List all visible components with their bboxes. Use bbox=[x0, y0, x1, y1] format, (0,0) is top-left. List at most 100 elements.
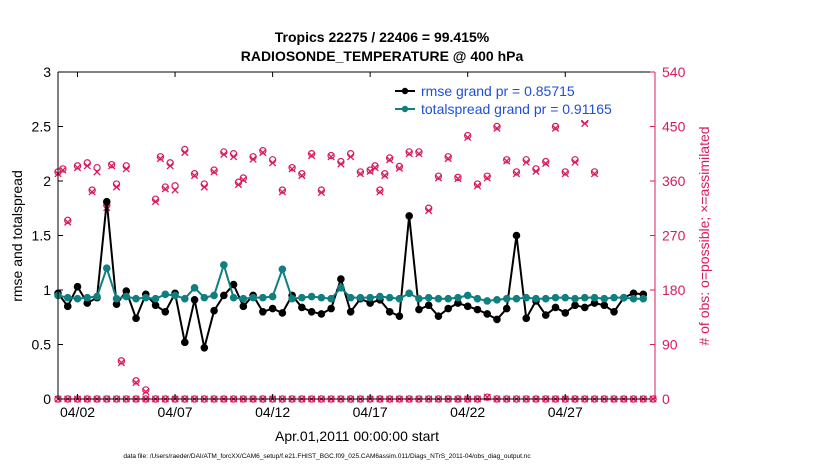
obs-possible-point bbox=[561, 168, 569, 176]
obs-assimilated-point bbox=[142, 388, 150, 396]
rmse-point bbox=[395, 312, 404, 320]
obs-assimilated-point bbox=[551, 124, 560, 132]
obs-possible-point bbox=[434, 172, 443, 180]
y-tick-label: 1.5 bbox=[32, 228, 52, 244]
y2-tick-label: 180 bbox=[662, 282, 686, 298]
totalspread-point bbox=[405, 289, 413, 298]
obs-possible-point bbox=[444, 153, 452, 161]
rmse-point bbox=[346, 308, 355, 316]
y-tick-label: 2 bbox=[43, 173, 51, 189]
obs-possible-point bbox=[88, 186, 96, 194]
totalspread-point bbox=[288, 294, 296, 303]
obs-possible-point bbox=[93, 163, 101, 172]
obs-assimilated-cross-b bbox=[93, 168, 101, 176]
rmse-point bbox=[463, 302, 472, 311]
obs-assimilated-point bbox=[356, 170, 365, 178]
totalspread-point bbox=[551, 293, 560, 302]
totalspread-point bbox=[239, 294, 248, 303]
totalspread-point bbox=[141, 293, 150, 302]
totalspread-point bbox=[337, 284, 345, 292]
rmse-point bbox=[190, 296, 199, 304]
obs-assimilated-cross-b bbox=[151, 197, 160, 206]
totalspread-point bbox=[580, 293, 589, 302]
obs-assimilated-point bbox=[210, 168, 218, 176]
obs-assimilated-point bbox=[122, 165, 130, 173]
obs-assimilated-point bbox=[156, 154, 165, 163]
rmse-point bbox=[522, 314, 531, 323]
obs-assimilated-cross-b bbox=[454, 174, 462, 183]
rmse-point bbox=[385, 308, 394, 316]
obs-assimilated-point bbox=[327, 153, 335, 161]
totalspread-point bbox=[483, 297, 492, 305]
obs-possible-point bbox=[464, 131, 472, 140]
obs-possible-point bbox=[117, 357, 126, 365]
obs-assimilated-cross-b bbox=[161, 185, 169, 193]
obs-assimilated-cross-b bbox=[112, 183, 121, 191]
x-tick-label: 04/17 bbox=[353, 404, 388, 420]
obs-possible-point bbox=[132, 377, 140, 385]
obs-assimilated-point bbox=[571, 158, 579, 166]
totalspread-point bbox=[73, 294, 82, 303]
totalspread-point bbox=[220, 261, 228, 269]
obs-assimilated-point bbox=[166, 162, 174, 170]
obs-assimilated-cross-b bbox=[200, 183, 208, 191]
obs-possible-point bbox=[483, 393, 491, 401]
rmse-point bbox=[307, 308, 316, 316]
obs-possible-point bbox=[107, 160, 116, 169]
obs-assimilated-cross-b bbox=[542, 159, 550, 168]
totalspread-point bbox=[181, 294, 189, 303]
obs-assimilated-cross-b bbox=[88, 188, 96, 196]
obs-assimilated-point bbox=[522, 158, 530, 166]
obs-assimilated-point bbox=[93, 168, 101, 176]
obs-assimilated-cross-b bbox=[59, 166, 67, 174]
rmse-point bbox=[161, 308, 170, 316]
obs-assimilated-cross-b bbox=[337, 160, 345, 168]
totalspread-point bbox=[366, 293, 374, 302]
totalspread-point bbox=[317, 293, 326, 302]
obs-possible-point bbox=[542, 157, 550, 166]
obs-assimilated-point bbox=[454, 174, 462, 183]
obs-assimilated-cross-b bbox=[288, 165, 296, 173]
obs-assimilated-cross-b bbox=[249, 155, 257, 163]
obs-possible-point bbox=[239, 174, 248, 182]
obs-assimilated-point bbox=[151, 197, 160, 206]
obs-possible-point bbox=[171, 182, 179, 190]
totalspread-point bbox=[502, 294, 511, 303]
obs-assimilated-cross-b bbox=[190, 171, 199, 180]
obs-possible-point bbox=[376, 186, 384, 194]
obs-assimilated-cross-b bbox=[229, 153, 238, 161]
rmse-point bbox=[551, 303, 560, 312]
rmse-point bbox=[580, 303, 589, 312]
rmse-point bbox=[502, 304, 511, 313]
legend-spread-label: totalspread grand pr = 0.91165 bbox=[421, 101, 612, 117]
obs-possible-point bbox=[161, 183, 170, 191]
y-axis-label: rmse and totalspread bbox=[9, 170, 25, 302]
obs-assimilated-cross-b bbox=[434, 174, 443, 182]
obs-assimilated-point bbox=[220, 150, 228, 159]
obs-possible-point bbox=[405, 148, 413, 156]
totalspread-point bbox=[590, 293, 599, 302]
legend-box bbox=[391, 82, 644, 120]
totalspread-point bbox=[532, 294, 540, 303]
footer-data-file: data file: /Users/raeder/DAI/ATM_forcXX/… bbox=[123, 453, 531, 460]
obs-assimilated-point bbox=[288, 165, 296, 173]
totalspread-point bbox=[190, 284, 199, 292]
y-tick-label: 1 bbox=[43, 282, 51, 298]
totalspread-point bbox=[268, 292, 277, 301]
obs-assimilated-point bbox=[298, 171, 306, 180]
rmse-point bbox=[405, 212, 413, 220]
obs-assimilated-cross-b bbox=[425, 207, 433, 215]
obs-assimilated-point bbox=[307, 151, 316, 160]
totalspread-point bbox=[395, 294, 404, 303]
legend-rmse-label: rmse grand pr = 0.85715 bbox=[421, 83, 575, 99]
y2-tick-label: 360 bbox=[662, 173, 686, 189]
rmse-point bbox=[424, 301, 433, 310]
obs-assimilated-cross-b bbox=[259, 148, 267, 157]
rmse-point bbox=[210, 306, 218, 315]
obs-possible-point bbox=[278, 186, 287, 194]
obs-assimilated-cross-b bbox=[366, 167, 374, 175]
obs-assimilated-point bbox=[561, 170, 569, 178]
obs-assimilated-cross-b bbox=[356, 170, 365, 178]
totalspread-point bbox=[210, 291, 218, 300]
